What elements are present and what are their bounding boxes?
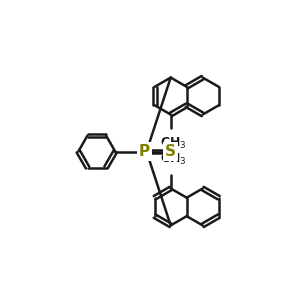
Text: S: S <box>165 144 176 159</box>
Text: CH$_3$: CH$_3$ <box>160 152 186 167</box>
Text: P: P <box>139 144 150 159</box>
Text: P: P <box>139 144 150 159</box>
Text: CH$_3$: CH$_3$ <box>160 136 186 151</box>
Text: S: S <box>165 144 176 159</box>
